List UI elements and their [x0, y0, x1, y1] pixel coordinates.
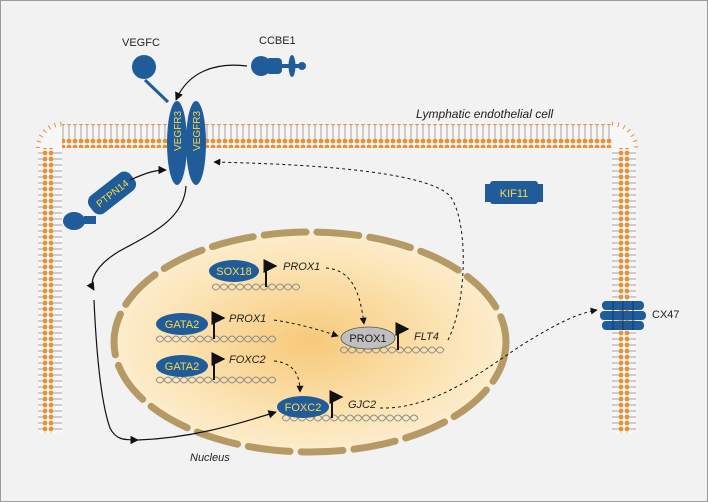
- gata2-prox1-regulator: GATA2: [156, 313, 208, 335]
- gata2-foxc2-regulator: GATA2: [156, 355, 208, 377]
- ptpn14-to-vegfr3-arrow: [129, 165, 167, 181]
- signal-into-nucleus-arrow: [93, 299, 139, 445]
- sox18-protein: SOX18: [209, 260, 259, 282]
- prox1-gene-label-2: PROX1: [229, 313, 266, 325]
- promoter-arrows: [211, 259, 410, 418]
- cell-label: Lymphatic endothelial cell: [416, 107, 554, 121]
- vegfc-ligand: [132, 55, 170, 104]
- nucleus-label: Nucleus: [190, 452, 230, 464]
- ccbe1-to-vegfr3-arrow: [175, 64, 248, 101]
- vegfr3-receptor: VEGFR3 VEGFR3: [167, 101, 206, 185]
- prox1-protein-label: PROX1: [349, 333, 386, 345]
- vegfc-label: VEGFC: [122, 37, 160, 49]
- prox1-gene-label-1: PROX1: [283, 261, 320, 273]
- ccbe1-protein: [251, 55, 306, 77]
- cx47-label: CX47: [652, 309, 680, 321]
- kif11-protein: KIF11: [485, 181, 543, 204]
- dashed-arrows: [213, 158, 598, 409]
- vegfr3-signal-arrow: [86, 185, 187, 291]
- flt4-gene-label: FLT4: [414, 331, 439, 343]
- gjc2-gene-label: GJC2: [348, 399, 376, 411]
- gata2-label-2: GATA2: [165, 361, 199, 373]
- kif11-label: KIF11: [500, 188, 529, 200]
- gata2-label-1: GATA2: [165, 319, 199, 331]
- vegfr3-label-left: VEGFR3: [173, 111, 184, 151]
- ccbe1-label: CCBE1: [259, 35, 296, 47]
- cx47-channel: [600, 301, 646, 330]
- prox1-protein: PROX1: [340, 326, 396, 350]
- vegfr3-label-right: VEGFR3: [192, 111, 203, 151]
- sox18-label: SOX18: [216, 266, 251, 278]
- foxc2-gene-label: FOXC2: [229, 354, 266, 366]
- signal-to-foxc2-arrow: [137, 410, 277, 441]
- foxc2-protein: FOXC2: [277, 396, 329, 418]
- cell-membrane: [35, 121, 639, 433]
- foxc2-protein-label: FOXC2: [285, 402, 322, 414]
